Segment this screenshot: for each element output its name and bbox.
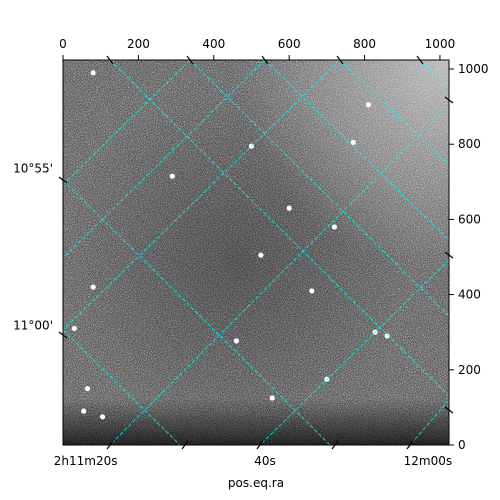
world-tick — [58, 331, 68, 339]
bright-source — [81, 408, 87, 414]
bright-source — [90, 284, 96, 290]
world-tick — [444, 96, 454, 104]
world-tick — [406, 440, 414, 450]
world-tick — [261, 55, 269, 65]
grid-line — [419, 60, 449, 91]
world-tick — [186, 55, 194, 65]
grid-line — [259, 259, 449, 445]
grid-line — [63, 179, 331, 445]
world-tick — [106, 55, 114, 65]
right-tick-label: 200 — [458, 363, 481, 377]
grid-line — [63, 60, 341, 331]
bright-source — [365, 102, 371, 108]
right-tick-label: 600 — [458, 212, 481, 226]
bright-source — [309, 288, 315, 294]
bright-source — [233, 338, 239, 344]
grid-line — [409, 399, 449, 445]
bright-source — [258, 252, 264, 258]
coordinate-grid — [63, 60, 449, 445]
grid-line — [339, 60, 449, 166]
bright-source — [90, 70, 96, 76]
ra-tick-label: 12m00s — [404, 454, 452, 468]
world-tick — [331, 440, 339, 450]
grid-line — [264, 60, 449, 241]
bright-source — [331, 224, 338, 230]
grid-line — [109, 60, 449, 397]
world-tick — [444, 251, 454, 259]
right-tick-label: 800 — [458, 137, 481, 151]
world-tick — [256, 440, 264, 450]
bright-source — [71, 325, 77, 332]
world-tick — [416, 55, 424, 65]
x-axis-label: pos.eq.ra — [228, 476, 284, 490]
world-tick — [58, 176, 68, 184]
grid-line — [189, 60, 449, 317]
world-tick — [444, 406, 454, 414]
grid-line — [63, 60, 266, 259]
world-tick — [181, 440, 189, 450]
dec-tick-label: 10°55' — [13, 162, 53, 176]
bright-source — [269, 395, 275, 401]
grid-line — [109, 104, 449, 445]
top-tick-label: 600 — [278, 37, 301, 51]
top-tick-label: 200 — [127, 37, 150, 51]
bright-source — [286, 205, 292, 211]
right-tick-label: 0 — [458, 438, 466, 452]
top-tick-label: 0 — [59, 37, 67, 51]
grid-line — [63, 329, 181, 445]
image-area — [63, 60, 449, 445]
right-tick-label: 400 — [458, 288, 481, 302]
world-tick — [336, 55, 344, 65]
bright-source — [384, 333, 390, 339]
top-tick-label: 400 — [202, 37, 225, 51]
bright-source — [350, 139, 356, 145]
bright-source — [169, 173, 175, 179]
axes-ticks: 0 200 400 600 800 1000 0 200 400 600 800 1000 2h11m2… — [13, 37, 488, 468]
plot-frame — [62, 59, 450, 446]
right-tick-label: 1000 — [458, 62, 489, 76]
dec-tick-label: 11°00' — [13, 318, 53, 332]
ra-tick-label: 40s — [254, 454, 276, 468]
world-tick — [106, 440, 114, 450]
ra-tick-label: 2h11m20s — [54, 454, 118, 468]
bright-source — [99, 414, 106, 420]
bright-source — [84, 386, 91, 392]
top-tick-label: 1000 — [425, 37, 456, 51]
top-tick-label: 800 — [353, 37, 376, 51]
